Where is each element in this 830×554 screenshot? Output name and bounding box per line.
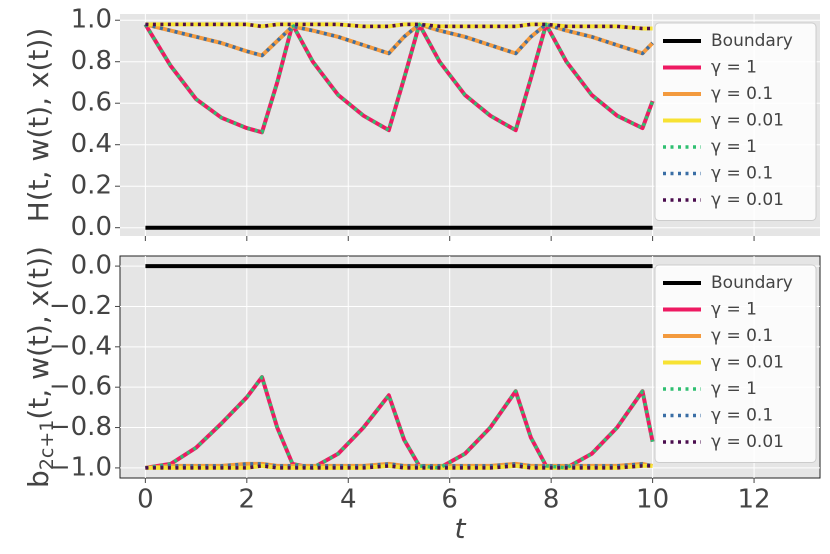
y-tick-label: 0.4 — [71, 129, 112, 159]
legend-label: γ = 1 — [711, 58, 757, 78]
legend-box — [654, 264, 817, 463]
y-axis-label-part: (t, w(t), x(t)) — [22, 246, 55, 420]
x-tick-label: 8 — [543, 485, 560, 515]
y-tick-label: −0.4 — [49, 331, 112, 361]
legend-label: Boundary — [711, 273, 793, 293]
legend-label: γ = 0.01 — [711, 432, 784, 452]
y-axis-label-part: H(t, w(t), x(t)) — [22, 28, 55, 223]
x-tick-label: 12 — [738, 485, 771, 515]
legend-label: γ = 1 — [711, 300, 757, 320]
y-tick-label: 0.0 — [71, 212, 112, 242]
legend-label: γ = 0.1 — [711, 326, 773, 346]
x-tick-label: 0 — [137, 485, 154, 515]
legend-label: Boundary — [711, 31, 793, 51]
y-tick-label: −0.2 — [49, 291, 112, 321]
y-tick-label: 0.6 — [71, 88, 112, 118]
legend-label: γ = 0.1 — [711, 84, 773, 104]
x-tick-label: 4 — [340, 485, 357, 515]
legend-label: γ = 0.1 — [711, 406, 773, 426]
y-axis-label: H(t, w(t), x(t)) — [22, 28, 55, 223]
legend-label: γ = 0.01 — [711, 353, 784, 373]
series-line — [145, 464, 653, 470]
series-line — [143, 22, 655, 135]
legend-label: γ = 1 — [711, 379, 757, 399]
y-tick-label: 1.0 — [71, 5, 112, 35]
y-tick-label: 0.2 — [71, 171, 112, 201]
legend-box — [654, 22, 817, 221]
series-line — [145, 462, 653, 470]
y-axis-label-part: 2c+1 — [36, 420, 58, 471]
legend-label: γ = 0.01 — [711, 111, 784, 131]
y-tick-label: 0.0 — [71, 251, 112, 281]
y-tick-label: 0.8 — [71, 46, 112, 76]
x-tick-label: 6 — [441, 485, 458, 515]
legend-label: γ = 0.01 — [711, 190, 784, 210]
series-line — [145, 22, 653, 31]
legend-label: γ = 1 — [711, 137, 757, 157]
y-tick-label: −0.8 — [49, 412, 112, 442]
x-axis-label: t — [455, 512, 467, 545]
series-line — [144, 22, 654, 58]
y-tick-label: −0.6 — [49, 372, 112, 402]
x-tick-label: 10 — [636, 485, 669, 515]
y-axis-label-part: b — [22, 470, 55, 488]
x-tick-label: 2 — [239, 485, 256, 515]
y-tick-label: −1.0 — [49, 452, 112, 482]
y-axis-label: b2c+1(t, w(t), x(t)) — [22, 246, 58, 488]
legend-label: γ = 0.1 — [711, 164, 773, 184]
